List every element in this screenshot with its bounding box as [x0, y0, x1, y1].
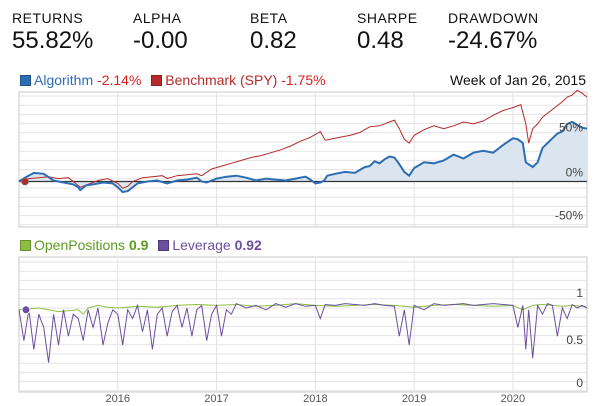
stat-label: RETURNS	[12, 10, 84, 26]
week-label: Week of Jan 26, 2015	[450, 72, 586, 88]
stat-value: -24.67%	[448, 27, 538, 54]
x-tick-label: 2020	[501, 393, 525, 405]
leverage-line	[18, 302, 588, 363]
legend-item-algorithm[interactable]: Algorithm -2.14%	[20, 72, 145, 88]
start-marker	[21, 177, 29, 186]
stat-returns: RETURNS 55.82%	[12, 10, 93, 55]
legend-value: -1.75%	[281, 72, 326, 88]
y-tick-label: 0%	[566, 166, 584, 180]
stat-label: ALPHA	[133, 10, 182, 26]
stat-alpha: ALPHA -0.00	[133, 10, 188, 55]
legend-value: 0.9	[128, 237, 149, 253]
stat-label: DRAWDOWN	[448, 10, 539, 26]
legend-name: Benchmark (SPY)	[165, 72, 278, 88]
stat-drawdown: DRAWDOWN -24.67%	[448, 10, 539, 55]
y-tick-label: -50%	[555, 209, 583, 223]
stat-label: BETA	[250, 10, 288, 26]
stat-value: 55.82%	[12, 27, 94, 54]
stat-beta: BETA 0.82	[250, 10, 297, 55]
legend-name: Algorithm	[34, 72, 94, 88]
returns-chart[interactable]: 50% 0% -50%	[0, 90, 600, 230]
red-square-icon	[151, 75, 163, 86]
x-tick-label: 2018	[303, 393, 327, 405]
returns-legend: Algorithm -2.14% Benchmark (SPY) -1.75%	[20, 72, 326, 88]
stat-sharpe: SHARPE 0.48	[357, 10, 418, 55]
stats-bar: RETURNS 55.82% ALPHA -0.00 BETA 0.82 SHA…	[0, 0, 600, 60]
legend-value: 0.92	[234, 237, 262, 253]
y-tick-label: 50%	[559, 121, 583, 135]
positions-chart[interactable]: 1 0.5 0 2016 2017 2018 2019 2020	[0, 255, 600, 406]
stat-value: -0.00	[133, 27, 188, 54]
algorithm-area	[19, 122, 587, 193]
legend-item-open-positions[interactable]: OpenPositions 0.9	[20, 237, 152, 253]
plot-area	[18, 256, 588, 393]
algorithm-line	[18, 120, 588, 194]
stat-value: 0.48	[357, 27, 404, 54]
green-square-icon	[20, 240, 31, 251]
legend-item-leverage[interactable]: Leverage 0.92	[158, 237, 262, 253]
x-tick-label: 2019	[402, 393, 426, 405]
positions-legend: OpenPositions 0.9 Leverage 0.92	[20, 237, 262, 253]
purple-square-icon	[158, 240, 170, 251]
x-tick-label: 2016	[106, 393, 130, 405]
y-tick-label: 0	[576, 376, 583, 390]
legend-name: Leverage	[172, 237, 231, 253]
legend-value: -2.14%	[97, 72, 142, 88]
legend-item-benchmark[interactable]: Benchmark (SPY) -1.75%	[151, 72, 326, 88]
y-tick-label: 0.5	[566, 333, 583, 347]
stat-label: SHARPE	[357, 10, 418, 26]
y-tick-label: 1	[576, 286, 583, 300]
stat-value: 0.82	[250, 27, 297, 54]
legend-name: OpenPositions	[34, 237, 126, 253]
x-tick-label: 2017	[204, 393, 228, 405]
start-marker	[21, 305, 31, 315]
benchmark-line	[18, 90, 588, 189]
blue-square-icon	[20, 75, 31, 86]
